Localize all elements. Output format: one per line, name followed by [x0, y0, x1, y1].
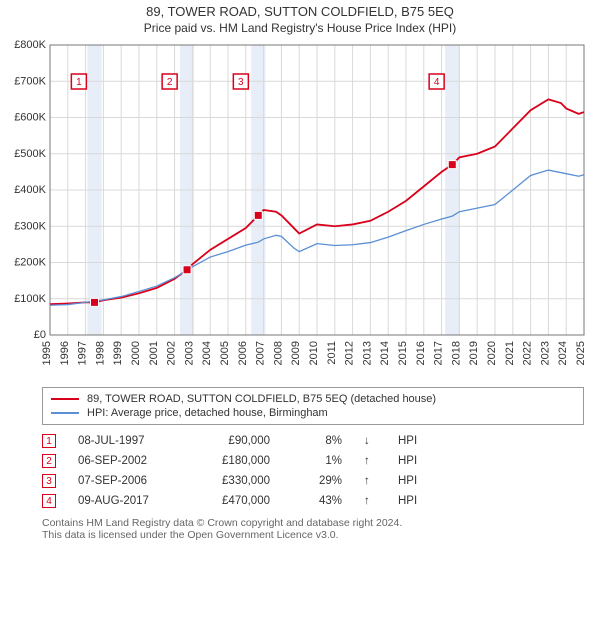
svg-text:2023: 2023	[539, 341, 551, 365]
svg-text:1998: 1998	[94, 341, 106, 365]
footnote-line: This data is licensed under the Open Gov…	[42, 529, 584, 541]
transactions-table: 1 08-JUL-1997 £90,000 8% ↓ HPI 2 06-SEP-2002 £18…	[42, 431, 584, 511]
arrow-icon: ↓	[364, 435, 376, 447]
chart-area: £0 £100K £200K £300K £400K £500K £600K £700K £80…	[8, 39, 592, 379]
svg-text:2012: 2012	[344, 341, 356, 365]
tx-marker: 2	[42, 454, 56, 468]
tx-hpi-label: HPI	[398, 475, 417, 487]
legend-label: 89, TOWER ROAD, SUTTON COLDFIELD, B75 5E…	[87, 393, 436, 405]
tx-diff: 1%	[292, 455, 342, 467]
tx-diff: 29%	[292, 475, 342, 487]
svg-text:1995: 1995	[41, 341, 53, 365]
svg-text:3: 3	[238, 77, 244, 88]
svg-text:2007: 2007	[255, 341, 267, 365]
svg-text:2020: 2020	[486, 341, 498, 365]
svg-text:2014: 2014	[379, 341, 391, 365]
svg-text:1997: 1997	[77, 341, 89, 365]
tx-price: £180,000	[200, 455, 270, 467]
svg-text:2018: 2018	[450, 341, 462, 365]
svg-text:2003: 2003	[183, 341, 195, 365]
tx-diff: 43%	[292, 495, 342, 507]
svg-text:4: 4	[434, 77, 440, 88]
tx-date: 06-SEP-2002	[78, 455, 178, 467]
svg-text:2019: 2019	[468, 341, 480, 365]
footnote: Contains HM Land Registry data © Crown c…	[42, 517, 584, 541]
legend-label: HPI: Average price, detached house, Birm…	[87, 407, 328, 419]
svg-text:£400K: £400K	[14, 184, 46, 196]
svg-text:2015: 2015	[397, 341, 409, 365]
svg-text:£600K: £600K	[14, 112, 46, 124]
legend-swatch	[51, 412, 79, 414]
svg-text:2009: 2009	[290, 341, 302, 365]
svg-text:£200K: £200K	[14, 257, 46, 269]
svg-text:2021: 2021	[504, 341, 516, 365]
arrow-icon: ↑	[364, 455, 376, 467]
tx-date: 09-AUG-2017	[78, 495, 178, 507]
title-address: 89, TOWER ROAD, SUTTON COLDFIELD, B75 5E…	[0, 4, 600, 19]
transaction-row: 1 08-JUL-1997 £90,000 8% ↓ HPI	[42, 431, 584, 451]
svg-text:2000: 2000	[130, 341, 142, 365]
svg-text:1996: 1996	[59, 341, 71, 365]
tx-hpi-label: HPI	[398, 435, 417, 447]
svg-text:£700K: £700K	[14, 75, 46, 87]
svg-text:2025: 2025	[575, 341, 587, 365]
legend: 89, TOWER ROAD, SUTTON COLDFIELD, B75 5E…	[42, 387, 584, 425]
legend-item: HPI: Average price, detached house, Birm…	[51, 406, 575, 420]
transaction-row: 3 07-SEP-2006 £330,000 29% ↑ HPI	[42, 471, 584, 491]
svg-text:2002: 2002	[166, 341, 178, 365]
svg-text:2013: 2013	[361, 341, 373, 365]
tx-marker: 4	[42, 494, 56, 508]
svg-text:2: 2	[167, 77, 173, 88]
svg-text:1999: 1999	[112, 341, 124, 365]
svg-text:2004: 2004	[201, 341, 213, 365]
svg-text:2008: 2008	[272, 341, 284, 365]
tx-price: £330,000	[200, 475, 270, 487]
arrow-icon: ↑	[364, 475, 376, 487]
tx-date: 07-SEP-2006	[78, 475, 178, 487]
svg-text:£500K: £500K	[14, 148, 46, 160]
svg-text:2017: 2017	[433, 341, 445, 365]
tx-marker: 3	[42, 474, 56, 488]
tx-diff: 8%	[292, 435, 342, 447]
legend-swatch	[51, 398, 79, 400]
chart-titles: 89, TOWER ROAD, SUTTON COLDFIELD, B75 5E…	[0, 0, 600, 35]
tx-marker: 1	[42, 434, 56, 448]
svg-text:1: 1	[76, 77, 82, 88]
svg-text:£300K: £300K	[14, 220, 46, 232]
tx-hpi-label: HPI	[398, 455, 417, 467]
tx-date: 08-JUL-1997	[78, 435, 178, 447]
svg-text:2024: 2024	[557, 341, 569, 365]
svg-text:£0: £0	[34, 329, 46, 341]
svg-text:2016: 2016	[415, 341, 427, 365]
arrow-icon: ↑	[364, 495, 376, 507]
line-chart: £0 £100K £200K £300K £400K £500K £600K £700K £80…	[8, 39, 592, 379]
svg-text:2022: 2022	[522, 341, 534, 365]
transaction-row: 2 06-SEP-2002 £180,000 1% ↑ HPI	[42, 451, 584, 471]
svg-text:£800K: £800K	[14, 39, 46, 51]
svg-text:£100K: £100K	[14, 293, 46, 305]
title-subtitle: Price paid vs. HM Land Registry's House …	[0, 21, 600, 35]
page: 89, TOWER ROAD, SUTTON COLDFIELD, B75 5E…	[0, 0, 600, 541]
tx-price: £470,000	[200, 495, 270, 507]
footnote-line: Contains HM Land Registry data © Crown c…	[42, 517, 584, 529]
svg-text:2001: 2001	[148, 341, 160, 365]
legend-item: 89, TOWER ROAD, SUTTON COLDFIELD, B75 5E…	[51, 392, 575, 406]
tx-price: £90,000	[200, 435, 270, 447]
tx-hpi-label: HPI	[398, 495, 417, 507]
svg-text:2006: 2006	[237, 341, 249, 365]
svg-text:2011: 2011	[326, 341, 338, 365]
svg-text:2005: 2005	[219, 341, 231, 365]
svg-text:2010: 2010	[308, 341, 320, 365]
transaction-row: 4 09-AUG-2017 £470,000 43% ↑ HPI	[42, 491, 584, 511]
